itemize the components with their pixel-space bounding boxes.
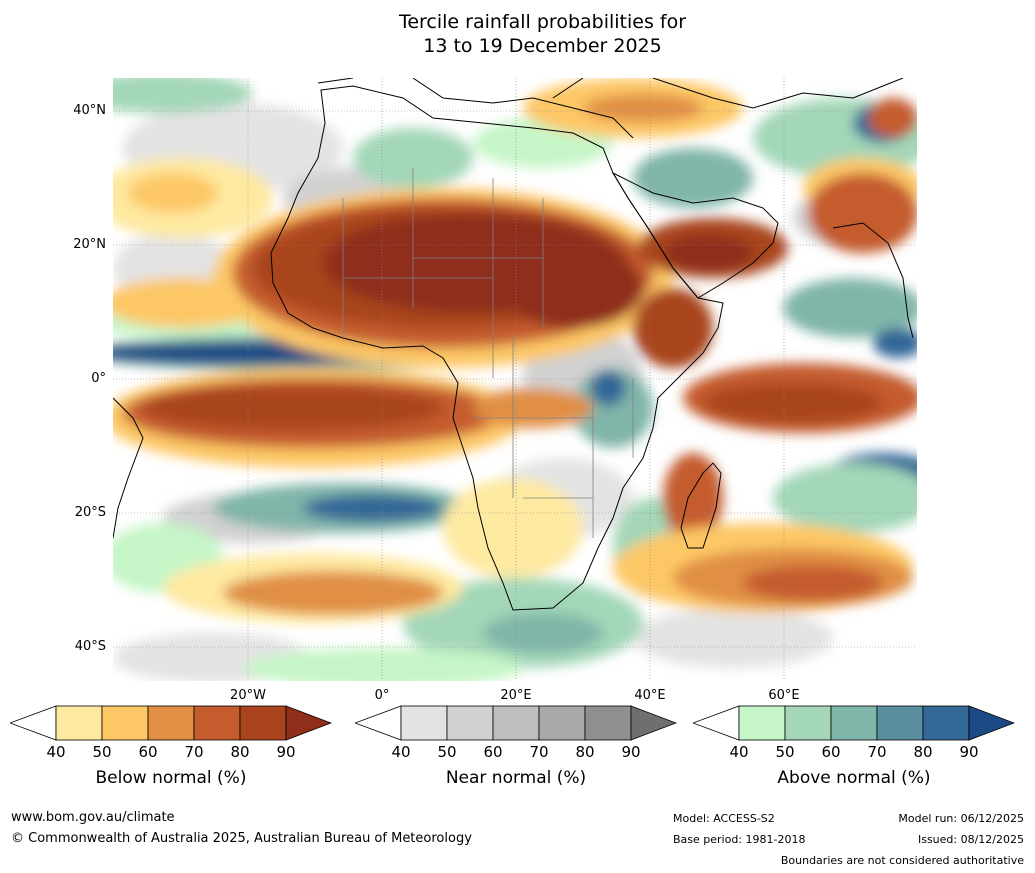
lat-label-40n: 40°N [73, 103, 106, 118]
colorbar-near-swatch-3 [492, 705, 540, 741]
colorbar-above-swatches [691, 705, 1016, 741]
colorbar-above-tick: 60 [821, 743, 841, 761]
colorbar-below-tick: 50 [92, 743, 112, 761]
footer-disclaimer: Boundaries are not considered authoritat… [780, 854, 1024, 867]
lat-label-20n: 20°N [73, 237, 106, 252]
lon-label-20e: 20°E [500, 688, 532, 703]
colorbar-near-swatch-2 [446, 705, 494, 741]
colorbar-near-upper-extend [630, 705, 678, 741]
colorbar-above-swatch-2 [784, 705, 832, 741]
lon-label-40e: 40°E [634, 688, 666, 703]
colorbar-near-swatch-4 [538, 705, 586, 741]
colorbar-near-lower-extend [353, 705, 402, 741]
colorbar-below-lower-extend [8, 705, 57, 741]
colorbar-below-swatch-2 [101, 705, 149, 741]
colorbar-above-tick: 70 [867, 743, 887, 761]
footer-copyright: © Commonwealth of Australia 2025, Austra… [11, 831, 472, 846]
colorbar-near-tick: 70 [529, 743, 549, 761]
map-title: Tercile rainfall probabilities for 13 to… [0, 10, 1035, 58]
colorbar-below-tick: 70 [184, 743, 204, 761]
lat-label-0: 0° [91, 371, 106, 386]
colorbar-below-swatch-4 [193, 705, 241, 741]
footer-model-run: Model run: 06/12/2025 [898, 812, 1024, 825]
colorbar-below-tick: 60 [138, 743, 158, 761]
colorbar-near-swatches [353, 705, 678, 741]
colorbar-below-tick: 40 [46, 743, 66, 761]
colorbar-above-normal: 40 50 60 70 80 90 Above normal (%) [691, 705, 1016, 795]
lon-label-0: 0° [374, 688, 390, 703]
colorbar-near-swatch-1 [400, 705, 448, 741]
coastlines [113, 78, 914, 611]
colorbar-above-lower-extend [691, 705, 740, 741]
colorbar-above-tick: 90 [959, 743, 979, 761]
rainfall-probability-map [113, 78, 917, 681]
colorbar-near-tick: 90 [621, 743, 641, 761]
colorbar-near-tick: 80 [575, 743, 595, 761]
colorbar-near-tick: 60 [483, 743, 503, 761]
colorbar-above-upper-extend [968, 705, 1016, 741]
colorbar-below-upper-extend [285, 705, 333, 741]
footer-url: www.bom.gov.au/climate [11, 810, 175, 825]
colorbar-near-tick: 50 [437, 743, 457, 761]
colorbar-below-swatch-1 [55, 705, 103, 741]
lon-label-20w: 20°W [230, 688, 266, 703]
footer-base-period: Base period: 1981-2018 [673, 833, 806, 846]
colorbar-above-tick: 40 [729, 743, 749, 761]
colorbar-above-swatch-1 [738, 705, 786, 741]
title-line-2: 13 to 19 December 2025 [423, 35, 662, 57]
colorbar-below-swatches [8, 705, 333, 741]
colorbar-near-tick: 40 [391, 743, 411, 761]
country-borders [342, 168, 634, 538]
lat-label-40s: 40°S [74, 639, 106, 654]
colorbar-above-swatch-4 [876, 705, 924, 741]
colorbar-below-normal: 40 50 60 70 80 90 Below normal (%) [8, 705, 333, 795]
map-svg [113, 78, 917, 681]
colorbar-below-tick: 80 [230, 743, 250, 761]
colorbar-below-swatch-5 [239, 705, 287, 741]
graticule [113, 78, 917, 681]
footer-issued: Issued: 08/12/2025 [917, 833, 1024, 846]
colorbar-below-tick: 90 [276, 743, 296, 761]
colorbar-above-title: Above normal (%) [777, 768, 931, 788]
colorbar-above-swatch-5 [922, 705, 970, 741]
colorbar-above-swatch-3 [830, 705, 878, 741]
colorbar-near-title: Near normal (%) [445, 768, 587, 788]
lat-label-20s: 20°S [74, 505, 106, 520]
title-line-1: Tercile rainfall probabilities for [398, 11, 687, 33]
colorbar-below-swatch-3 [147, 705, 195, 741]
colorbar-near-normal: 40 50 60 70 80 90 Near normal (%) [353, 705, 678, 795]
colorbar-near-swatch-5 [584, 705, 632, 741]
lon-label-60e: 60°E [768, 688, 800, 703]
colorbar-above-tick: 50 [775, 743, 795, 761]
colorbar-above-tick: 80 [913, 743, 933, 761]
footer-model: Model: ACCESS-S2 [673, 812, 775, 825]
colorbar-below-title: Below normal (%) [95, 768, 247, 788]
